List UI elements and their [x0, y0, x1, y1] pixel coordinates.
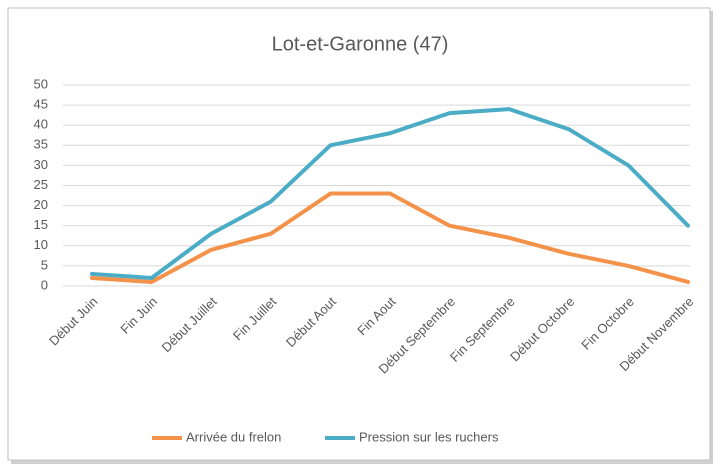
y-tick-label: 5 — [41, 257, 48, 272]
y-tick-label: 0 — [41, 277, 48, 292]
legend-label: Pression sur les ruchers — [359, 429, 499, 444]
legend-label: Arrivée du frelon — [186, 429, 281, 444]
y-tick-label: 45 — [34, 97, 48, 112]
y-tick-label: 25 — [34, 177, 48, 192]
frame — [7, 7, 711, 461]
y-tick-label: 15 — [34, 217, 48, 232]
y-tick-label: 10 — [34, 237, 48, 252]
y-tick-label: 50 — [34, 76, 48, 91]
line-series — [90, 107, 690, 280]
y-tick-label: 40 — [34, 117, 48, 132]
y-tick-label: 20 — [34, 197, 48, 212]
y-tick-label: 30 — [34, 157, 48, 172]
chart-title: Lot-et-Garonne (47) — [272, 33, 449, 55]
y-tick-label: 35 — [34, 137, 48, 152]
line-series — [90, 191, 690, 284]
